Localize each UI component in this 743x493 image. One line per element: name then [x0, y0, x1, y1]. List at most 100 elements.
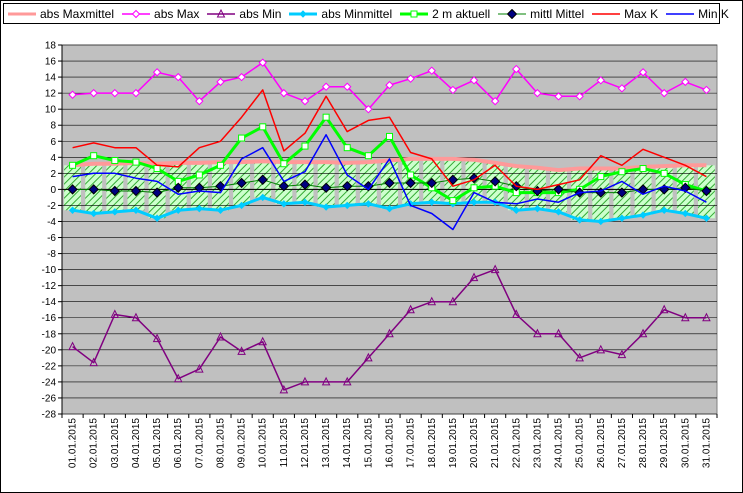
legend-swatch: [666, 12, 695, 15]
data-point: [638, 328, 648, 338]
data-point: [152, 68, 162, 77]
data-point: [384, 177, 395, 189]
data-point: [448, 85, 458, 95]
data-point: [195, 363, 204, 373]
data-point: [490, 264, 500, 274]
data-point: [89, 209, 98, 218]
series-line: [72, 89, 707, 191]
data-point: [596, 76, 605, 85]
x-tick-label: 08.01.2015: [215, 418, 226, 468]
data-point: [447, 174, 459, 185]
data-point: [109, 185, 121, 197]
data-point: [470, 184, 478, 192]
series-line: [72, 134, 707, 231]
data-point: [237, 201, 246, 210]
x-tick-label: 31.01.2015: [701, 418, 712, 468]
data-point: [343, 82, 352, 91]
series-abs-min: [68, 264, 711, 394]
y-tick-label: 18: [45, 41, 57, 52]
x-tick-label: 28.01.2015: [638, 418, 649, 468]
x-tick-label: 14.01.2015: [342, 418, 353, 468]
data-point: [320, 182, 332, 193]
data-point: [426, 177, 437, 189]
data-point: [407, 171, 415, 179]
x-tick-label: 12.01.2015: [300, 418, 311, 468]
data-point: [533, 88, 542, 98]
data-point: [342, 180, 353, 192]
data-point: [279, 384, 289, 394]
legend-swatch: [122, 9, 151, 18]
y-tick-label: -8: [47, 249, 56, 260]
data-point: [110, 88, 120, 98]
legend-swatch: [8, 12, 36, 15]
data-point: [506, 8, 518, 19]
data-point: [153, 214, 161, 222]
data-point: [69, 161, 77, 169]
data-point: [258, 336, 268, 346]
data-point: [659, 304, 669, 314]
data-point: [638, 68, 648, 77]
legend-swatch: [207, 8, 236, 17]
series-abs-minmittel: [68, 193, 711, 226]
data-point: [111, 208, 119, 216]
data-point: [236, 177, 247, 189]
y-tick-label: -28: [42, 410, 57, 421]
data-point: [385, 80, 394, 90]
y-tick-label: 14: [45, 73, 57, 84]
data-point: [575, 352, 584, 362]
data-point: [217, 8, 226, 17]
data-point: [237, 72, 246, 82]
data-point: [300, 96, 310, 106]
x-tick-label: 23.01.2015: [532, 418, 543, 468]
x-tick-label: 29.01.2015: [659, 418, 670, 468]
data-point: [428, 198, 436, 206]
data-point: [575, 216, 584, 224]
data-point: [660, 206, 668, 214]
y-tick-label: 16: [45, 57, 57, 68]
data-point: [90, 152, 98, 160]
x-tick-label: 18.01.2015: [427, 418, 438, 468]
data-point: [301, 198, 309, 206]
legend-label: abs Max: [154, 6, 200, 21]
y-tick-label: 12: [45, 89, 57, 100]
data-point: [364, 200, 373, 208]
data-point: [511, 309, 521, 319]
data-point: [111, 157, 119, 165]
y-tick-label: -4: [47, 217, 56, 228]
legend-item: abs Min: [207, 7, 281, 21]
data-point: [449, 197, 457, 205]
data-point: [151, 187, 163, 198]
y-tick-label: -26: [42, 393, 57, 404]
legend-item: Max K: [592, 7, 658, 21]
series-min-k: [72, 134, 707, 231]
x-tick-label: 17.01.2015: [406, 418, 417, 468]
data-point: [553, 184, 564, 195]
data-point: [131, 312, 141, 322]
legend: abs Maxmittel abs Max abs Min abs Minmittel…: [3, 3, 729, 24]
data-point: [385, 328, 394, 338]
series-max-k: [72, 89, 707, 191]
data-point: [322, 113, 330, 121]
data-point: [554, 208, 563, 216]
data-point: [364, 152, 372, 160]
data-point: [618, 214, 626, 222]
data-point: [131, 9, 141, 18]
data-point: [617, 349, 627, 359]
data-point: [173, 182, 184, 193]
data-point: [300, 376, 310, 386]
data-point: [342, 376, 352, 386]
data-point: [554, 328, 563, 338]
data-point: [639, 165, 647, 173]
data-point: [448, 296, 458, 306]
legend-item: abs Minmittel: [289, 7, 392, 21]
data-point: [364, 104, 373, 114]
data-point: [490, 96, 500, 106]
x-tick-label: 25.01.2015: [575, 418, 586, 468]
legend-label: Min K: [698, 6, 729, 21]
data-point: [301, 142, 309, 150]
data-point: [386, 132, 393, 140]
y-tick-label: -20: [42, 345, 57, 356]
x-tick-label: 03.01.2015: [110, 418, 121, 468]
data-point: [596, 344, 606, 354]
